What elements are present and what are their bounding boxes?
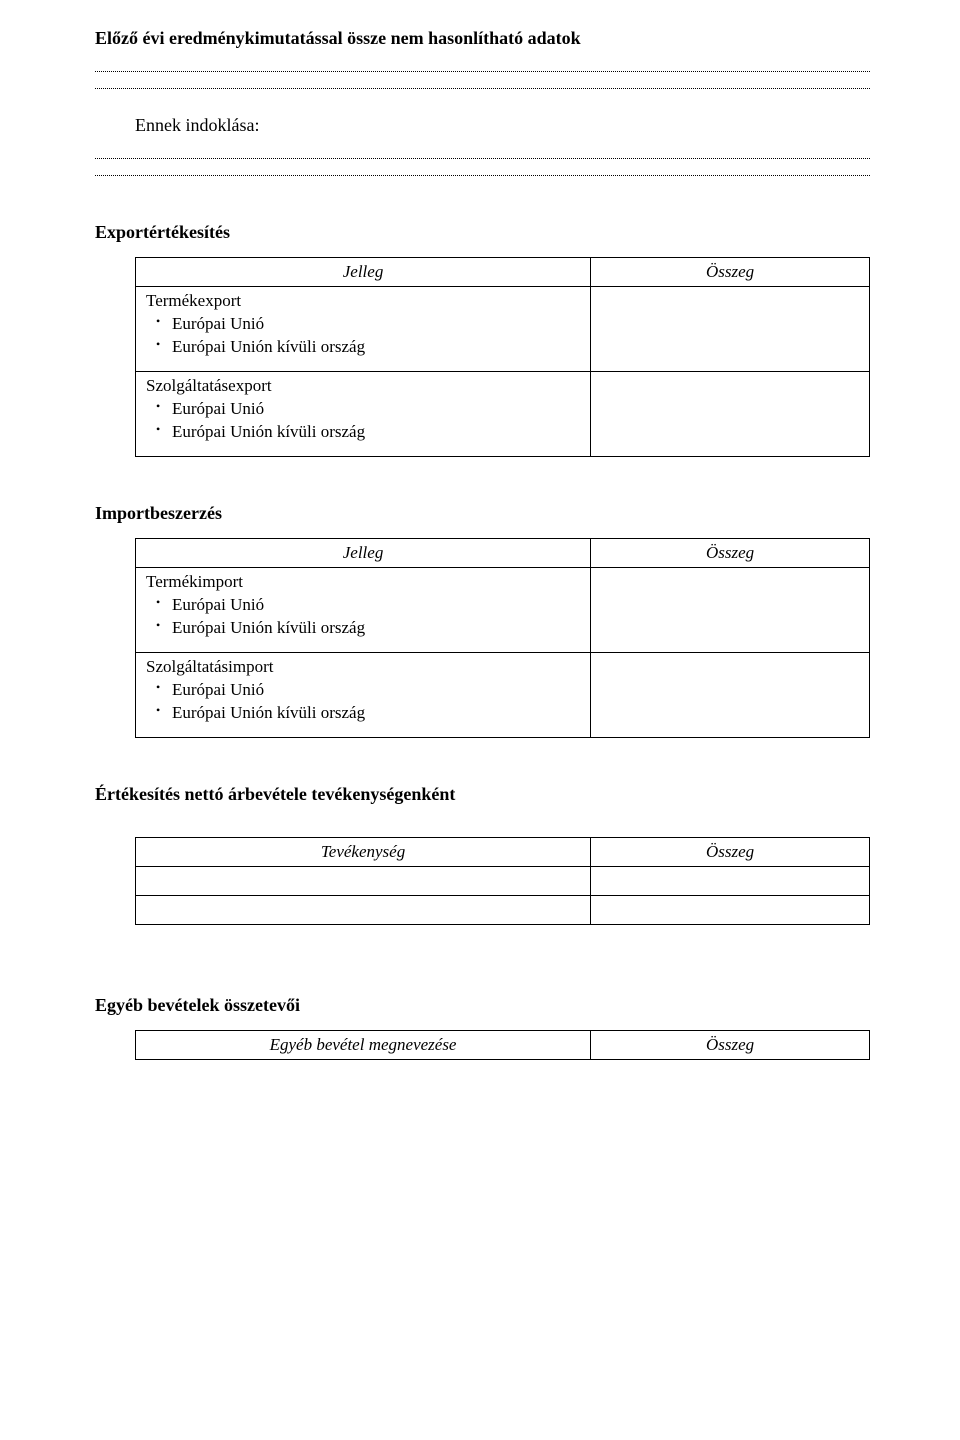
export-product-label: Termékexport [146,291,582,311]
export-products-cell: Termékexport Európai Unió Európai Unión … [136,287,591,372]
export-col-amount: Összeg [591,258,870,287]
page-title: Előző évi eredménykimutatással össze nem… [95,28,870,49]
other-income-section-title: Egyéb bevételek összetevői [95,995,870,1016]
other-income-col-name: Egyéb bevétel megnevezése [136,1030,591,1059]
sales-col-activity: Tevékenység [136,837,591,866]
dotted-line [95,142,870,159]
other-income-col-amount: Összeg [591,1030,870,1059]
export-table: Jelleg Összeg Termékexport Európai Unió … [135,257,870,457]
list-item: Európai Unió [144,594,582,617]
list-item: Európai Unió [144,313,582,336]
list-item: Európai Unió [144,398,582,421]
dotted-line [95,159,870,176]
import-table: Jelleg Összeg Termékimport Európai Unió … [135,538,870,738]
import-services-cell: Szolgáltatásimport Európai Unió Európai … [136,652,591,737]
list-item: Európai Unión kívüli ország [144,421,582,444]
export-col-type: Jelleg [136,258,591,287]
import-col-amount: Összeg [591,538,870,567]
import-service-label: Szolgáltatásimport [146,657,582,677]
table-cell [136,866,591,895]
import-service-amount [591,652,870,737]
list-item: Európai Unión kívüli ország [144,336,582,359]
list-item: Európai Unió [144,679,582,702]
table-cell [591,866,870,895]
sales-col-amount: Összeg [591,837,870,866]
export-section-title: Exportértékesítés [95,222,870,243]
export-product-amount [591,287,870,372]
list-item: Európai Unión kívüli ország [144,617,582,640]
list-item: Európai Unión kívüli ország [144,702,582,725]
import-section-title: Importbeszerzés [95,503,870,524]
export-services-cell: Szolgáltatásexport Európai Unió Európai … [136,371,591,456]
other-income-table: Egyéb bevétel megnevezése Összeg [135,1030,870,1060]
import-products-cell: Termékimport Európai Unió Európai Unión … [136,567,591,652]
import-col-type: Jelleg [136,538,591,567]
table-cell [136,895,591,924]
dotted-line [95,72,870,89]
import-product-amount [591,567,870,652]
dotted-line [95,55,870,72]
import-product-label: Termékimport [146,572,582,592]
table-cell [591,895,870,924]
sales-table: Tevékenység Összeg [135,837,870,925]
justification-label: Ennek indoklása: [135,115,870,136]
export-service-label: Szolgáltatásexport [146,376,582,396]
export-service-amount [591,371,870,456]
sales-section-title: Értékesítés nettó árbevétele tevékenység… [95,784,870,805]
